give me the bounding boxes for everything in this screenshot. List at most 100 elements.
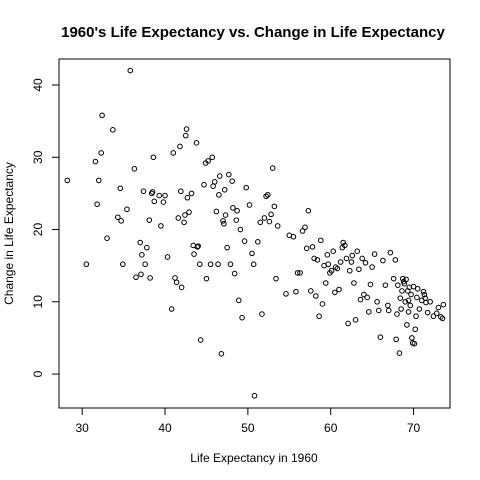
data-point bbox=[168, 306, 175, 312]
data-point bbox=[195, 243, 201, 249]
data-point bbox=[213, 208, 220, 215]
data-point bbox=[220, 218, 226, 224]
data-point bbox=[325, 261, 332, 268]
data-point bbox=[303, 245, 310, 252]
data-point bbox=[416, 306, 423, 312]
data-point bbox=[317, 237, 324, 244]
data-point bbox=[139, 252, 145, 258]
y-tick-label: 30 bbox=[31, 150, 45, 164]
data-point bbox=[218, 351, 225, 357]
data-point bbox=[302, 224, 308, 231]
data-point bbox=[221, 186, 228, 193]
data-point bbox=[216, 173, 223, 179]
data-point bbox=[147, 275, 153, 281]
data-point bbox=[290, 233, 297, 240]
data-point bbox=[324, 252, 331, 258]
data-point bbox=[410, 283, 417, 290]
data-point bbox=[357, 296, 364, 303]
data-point bbox=[421, 291, 428, 298]
data-point bbox=[119, 261, 126, 268]
data-point bbox=[216, 192, 222, 198]
data-point bbox=[385, 307, 392, 314]
data-point bbox=[158, 223, 164, 229]
data-point bbox=[343, 255, 350, 262]
data-point bbox=[227, 261, 234, 268]
data-point bbox=[364, 294, 370, 301]
data-point bbox=[430, 313, 437, 320]
chart-title: 1960's Life Expectancy vs. Change in Lif… bbox=[61, 24, 445, 41]
y-axis: 0 10 20 30 40 bbox=[31, 78, 59, 377]
data-point bbox=[399, 275, 406, 282]
data-point bbox=[243, 184, 250, 191]
data-point bbox=[403, 276, 409, 283]
x-tick-label: 70 bbox=[407, 421, 421, 435]
data-point bbox=[201, 181, 207, 188]
data-point bbox=[387, 249, 394, 256]
plot-frame bbox=[58, 58, 451, 409]
x-tick-label: 60 bbox=[324, 421, 338, 435]
data-point bbox=[146, 217, 153, 223]
data-point bbox=[361, 291, 367, 298]
data-point bbox=[390, 275, 397, 282]
data-point bbox=[414, 285, 421, 292]
data-point bbox=[251, 392, 258, 399]
data-point bbox=[413, 313, 419, 320]
data-point bbox=[144, 244, 150, 251]
data-point bbox=[95, 177, 102, 184]
data-point bbox=[173, 279, 180, 286]
x-axis: 30 40 50 60 70 bbox=[76, 408, 421, 435]
data-point bbox=[414, 294, 420, 301]
data-point bbox=[222, 212, 229, 218]
data-point bbox=[197, 337, 204, 343]
data-point bbox=[221, 220, 227, 227]
data-point bbox=[142, 261, 148, 268]
data-point bbox=[294, 270, 301, 276]
data-point bbox=[297, 270, 303, 276]
data-point bbox=[349, 252, 356, 259]
data-point bbox=[341, 242, 348, 249]
data-point bbox=[346, 267, 353, 274]
data-point bbox=[211, 179, 218, 185]
data-point bbox=[175, 215, 182, 221]
data-point bbox=[409, 335, 415, 341]
data-point bbox=[207, 261, 214, 268]
data-point bbox=[162, 192, 168, 199]
data-point bbox=[440, 301, 447, 308]
data-point bbox=[308, 288, 314, 294]
data-point bbox=[439, 315, 446, 322]
data-point bbox=[374, 298, 380, 305]
data-point bbox=[394, 311, 400, 317]
data-point bbox=[230, 205, 236, 211]
data-point bbox=[345, 320, 351, 327]
data-point bbox=[133, 274, 139, 281]
data-point bbox=[255, 239, 261, 245]
data-point bbox=[138, 271, 144, 278]
data-point bbox=[249, 250, 255, 257]
data-point bbox=[408, 291, 414, 298]
data-point bbox=[98, 150, 105, 156]
data-point bbox=[336, 286, 342, 293]
data-point bbox=[263, 193, 269, 200]
data-point bbox=[259, 311, 265, 317]
data-point bbox=[160, 199, 167, 205]
y-axis-label: Change in Life Expectancy bbox=[2, 162, 16, 305]
data-point bbox=[402, 298, 409, 305]
data-point bbox=[234, 207, 240, 214]
data-point bbox=[337, 259, 344, 265]
data-point bbox=[397, 295, 404, 301]
data-point bbox=[340, 239, 346, 246]
data-point bbox=[261, 215, 268, 221]
data-point bbox=[224, 244, 230, 251]
y-tick-label: 40 bbox=[31, 78, 45, 92]
data-point bbox=[186, 209, 192, 215]
data-point bbox=[369, 264, 375, 270]
data-point bbox=[127, 67, 134, 74]
data-point bbox=[411, 340, 418, 347]
data-point bbox=[351, 280, 357, 286]
data-point bbox=[392, 257, 399, 263]
data-point bbox=[177, 188, 184, 195]
data-point bbox=[140, 188, 147, 195]
data-point bbox=[356, 266, 362, 273]
data-point bbox=[233, 217, 240, 223]
